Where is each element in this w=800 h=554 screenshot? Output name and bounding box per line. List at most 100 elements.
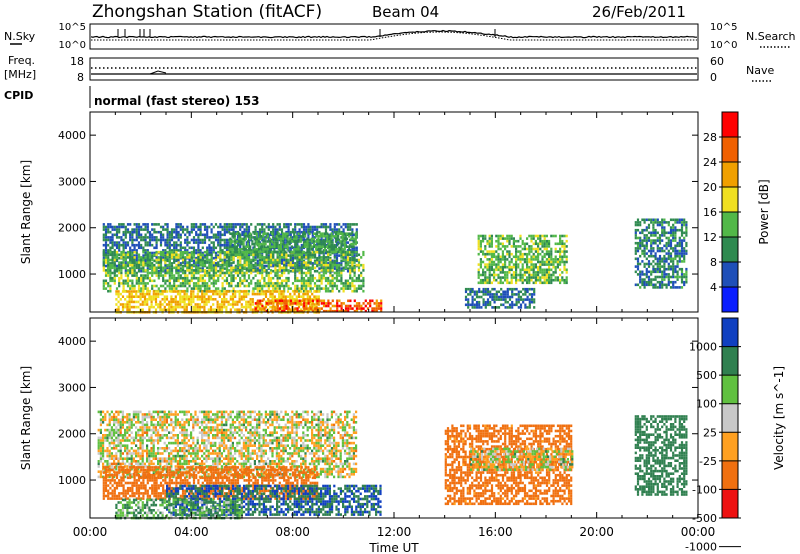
heatmap-cell-1-0 — [245, 230, 248, 234]
heatmap-cell-1-4 — [317, 237, 320, 241]
heatmap-cell-1-1 — [329, 284, 332, 288]
heatmap-cell-1-1 — [175, 279, 178, 283]
heatmap-cell-1-2 — [216, 292, 219, 296]
heatmap-cell-1-0 — [228, 223, 231, 226]
heatmap-cell-1-2 — [256, 292, 259, 296]
heatmap-cell-1-1 — [146, 276, 149, 280]
heatmap-cell-1-5 — [541, 239, 544, 243]
heatmap-cell-1-1 — [133, 274, 136, 277]
heatmap-cell-1-0 — [129, 269, 132, 273]
heatmap-cell-1-0 — [104, 264, 108, 268]
heatmap-cell-1-1 — [219, 258, 222, 262]
heatmap-cell-1-0 — [118, 249, 121, 252]
heatmap-cell-1-1 — [360, 284, 363, 288]
heatmap-cell-1-0 — [338, 230, 341, 234]
heatmap-cell-1-2 — [218, 292, 221, 296]
heatmap-cell-1-5 — [495, 234, 498, 238]
heatmap-cell-1-1 — [305, 261, 308, 264]
heatmap-cell-1-7 — [636, 267, 640, 271]
heatmap-cell-1-5 — [530, 265, 533, 269]
heatmap-cell-1-1 — [269, 258, 273, 262]
heatmap-cell-1-1 — [261, 284, 264, 288]
heatmap-cell-1-1 — [285, 256, 288, 259]
heatmap-cell-1-2 — [203, 298, 206, 301]
heatmap-cell-1-1 — [155, 271, 158, 275]
heatmap-cell-1-0 — [294, 228, 297, 231]
heatmap-cell-1-0 — [223, 267, 226, 270]
heatmap-cell-1-2 — [183, 298, 186, 301]
heatmap-cell-1-7 — [663, 273, 666, 276]
heatmap-cell-1-7 — [678, 275, 681, 279]
heatmap-cell-1-1 — [175, 258, 178, 262]
heatmap-cell-1-2 — [313, 295, 316, 298]
heatmap-cell-1-1 — [316, 261, 319, 264]
heatmap-cell-1-1 — [162, 258, 165, 262]
heatmap-cell-1-1 — [267, 271, 270, 275]
heatmap-cell-1-5 — [482, 271, 485, 274]
heatmap-cell-1-7 — [650, 221, 653, 224]
heatmap-cell-1-1 — [142, 282, 145, 285]
heatmap-cell-1-4 — [229, 232, 232, 235]
heatmap-cell-1-1 — [175, 263, 178, 267]
heatmap-cell-1-0 — [184, 238, 187, 242]
heatmap-cell-1-1 — [346, 284, 350, 288]
heatmap-cell-1-1 — [212, 282, 215, 285]
heatmap-cell-1-5 — [532, 242, 535, 246]
heatmap-cell-1-0 — [245, 228, 248, 231]
heatmap-cell-1-5 — [563, 242, 566, 246]
heatmap-cell-1-2 — [227, 303, 230, 306]
heatmap-cell-1-0 — [300, 269, 303, 273]
heatmap-cell-1-0 — [170, 262, 174, 265]
heatmap-cell-1-1 — [280, 284, 284, 288]
heatmap-cell-1-5 — [539, 239, 542, 243]
heatmap-cell-1-2 — [128, 290, 131, 293]
heatmap-cell-1-2 — [271, 290, 274, 293]
heatmap-cell-1-7 — [663, 249, 666, 253]
heatmap-cell-1-2 — [201, 292, 204, 296]
heatmap-cell-1-7 — [641, 244, 644, 248]
heatmap-cell-1-6 — [508, 298, 512, 301]
heatmap-cell-1-5 — [488, 273, 491, 277]
heatmap-cell-1-0 — [351, 228, 354, 231]
heatmap-cell-1-0 — [254, 256, 257, 260]
heatmap-cell-1-1 — [280, 271, 284, 275]
heatmap-cell-1-1 — [175, 256, 178, 259]
heatmap-cell-1-2 — [185, 292, 188, 296]
heatmap-cell-1-5 — [561, 250, 564, 253]
heatmap-cell-1-0 — [111, 246, 114, 250]
heatmap-cell-1-7 — [663, 275, 666, 279]
heatmap-cell-1-1 — [173, 284, 176, 288]
heatmap-cell-1-7 — [647, 226, 651, 229]
heatmap-cell-1-1 — [153, 266, 156, 270]
heatmap-cell-1-5 — [512, 255, 515, 259]
heatmap-cell-1-3 — [287, 299, 290, 303]
heatmap-cell-1-1 — [300, 279, 303, 283]
heatmap-cell-1-5 — [532, 281, 535, 285]
heatmap-cell-1-1 — [120, 274, 123, 277]
heatmap-cell-1-5 — [563, 234, 566, 238]
heatmap-cell-1-2 — [159, 305, 162, 309]
heatmap-cell-1-5 — [497, 239, 500, 243]
heatmap-cell-1-4 — [343, 248, 346, 251]
heatmap-cell-1-1 — [236, 284, 240, 288]
heatmap-cell-1-0 — [228, 241, 231, 244]
heatmap-cell-1-7 — [643, 218, 646, 222]
heatmap-cell-1-0 — [184, 269, 187, 273]
heatmap-cell-1-1 — [118, 282, 121, 285]
heatmap-cell-1-4 — [319, 245, 322, 248]
heatmap-cell-1-1 — [241, 250, 244, 254]
heatmap-cell-1-5 — [534, 234, 537, 238]
heatmap-cell-1-4 — [354, 237, 357, 241]
heatmap-cell-1-1 — [296, 276, 299, 280]
heatmap-cell-1-1 — [274, 258, 277, 262]
heatmap-cell-1-3 — [256, 302, 260, 305]
heatmap-cell-1-7 — [683, 257, 686, 261]
heatmap-cell-1-1 — [217, 287, 220, 290]
heatmap-cell-1-0 — [316, 256, 319, 260]
heatmap-cell-1-4 — [233, 232, 236, 235]
heatmap-cell-1-0 — [212, 236, 215, 239]
heatmap-cell-1-1 — [186, 276, 189, 280]
heatmap-cell-1-7 — [654, 234, 657, 237]
heatmap-cell-1-2 — [146, 300, 149, 304]
heatmap-cell-1-2 — [176, 292, 180, 296]
